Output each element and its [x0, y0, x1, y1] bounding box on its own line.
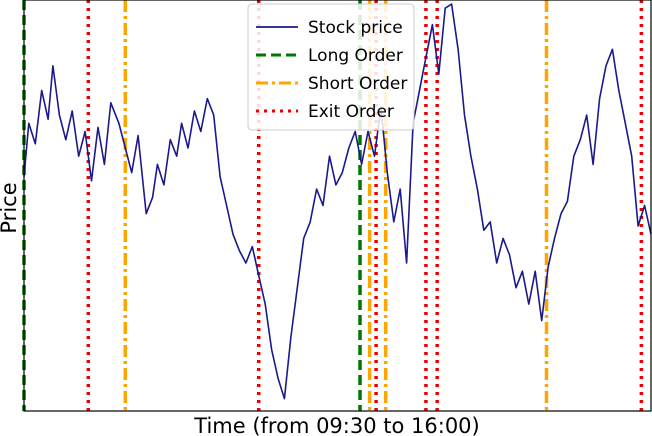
x-axis-label: Time (from 09:30 to 16:00) — [193, 414, 479, 436]
plot-frame — [23, 0, 652, 412]
legend-label-exit-order: Exit Order — [308, 102, 394, 122]
legend-label-long-order: Long Order — [308, 46, 403, 66]
stock-price-line — [23, 3, 652, 400]
legend-label-stock-price: Stock price — [308, 18, 403, 38]
legend-box — [247, 3, 415, 131]
y-axis-label: Price — [0, 182, 21, 233]
legend-label-short-order: Short Order — [308, 74, 407, 94]
legend: Stock price Long Order Short Order Exit Ord… — [247, 3, 415, 131]
price-layer — [23, 3, 652, 400]
